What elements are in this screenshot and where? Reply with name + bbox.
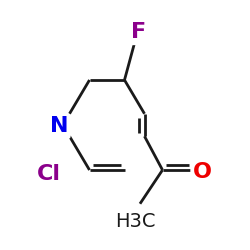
Text: O: O bbox=[193, 162, 212, 182]
Text: N: N bbox=[50, 116, 68, 136]
Text: O: O bbox=[193, 162, 212, 182]
Text: N: N bbox=[50, 116, 68, 136]
Text: H3C: H3C bbox=[115, 212, 155, 231]
Text: F: F bbox=[131, 22, 146, 42]
Text: H3C: H3C bbox=[115, 212, 155, 231]
Text: Cl: Cl bbox=[37, 164, 61, 184]
Text: F: F bbox=[131, 22, 146, 42]
Text: Cl: Cl bbox=[37, 164, 61, 184]
